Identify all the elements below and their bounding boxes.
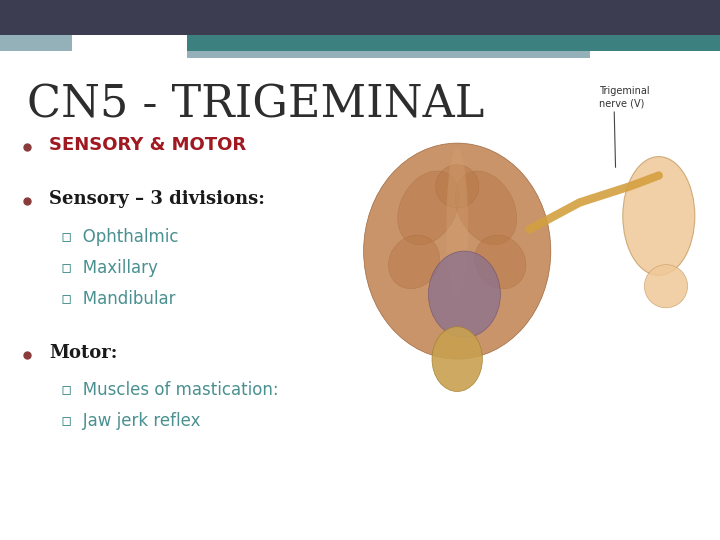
Text: Sensory – 3 divisions:: Sensory – 3 divisions:: [49, 190, 265, 208]
Ellipse shape: [623, 157, 695, 275]
Ellipse shape: [644, 265, 688, 308]
Ellipse shape: [388, 235, 440, 289]
Text: ▫  Mandibular: ▫ Mandibular: [61, 291, 176, 308]
Ellipse shape: [436, 165, 479, 208]
FancyBboxPatch shape: [187, 51, 590, 58]
Ellipse shape: [446, 148, 468, 300]
Text: Trigeminal
nerve (V): Trigeminal nerve (V): [599, 86, 649, 108]
Ellipse shape: [364, 143, 551, 359]
Text: ▫  Muscles of mastication:: ▫ Muscles of mastication:: [61, 381, 279, 399]
Text: ▫  Jaw jerk reflex: ▫ Jaw jerk reflex: [61, 412, 201, 430]
FancyBboxPatch shape: [187, 35, 720, 51]
Ellipse shape: [432, 327, 482, 392]
FancyBboxPatch shape: [0, 35, 72, 51]
Ellipse shape: [428, 251, 500, 338]
Text: ▫  Ophthalmic: ▫ Ophthalmic: [61, 228, 179, 246]
Text: CN5 - TRIGEMINAL: CN5 - TRIGEMINAL: [27, 84, 485, 127]
Ellipse shape: [474, 235, 526, 289]
Ellipse shape: [397, 171, 459, 245]
Text: SENSORY & MOTOR: SENSORY & MOTOR: [49, 136, 246, 154]
Text: ▫  Maxillary: ▫ Maxillary: [61, 259, 158, 277]
FancyBboxPatch shape: [0, 0, 720, 35]
Text: Motor:: Motor:: [49, 344, 117, 362]
Ellipse shape: [455, 171, 517, 245]
